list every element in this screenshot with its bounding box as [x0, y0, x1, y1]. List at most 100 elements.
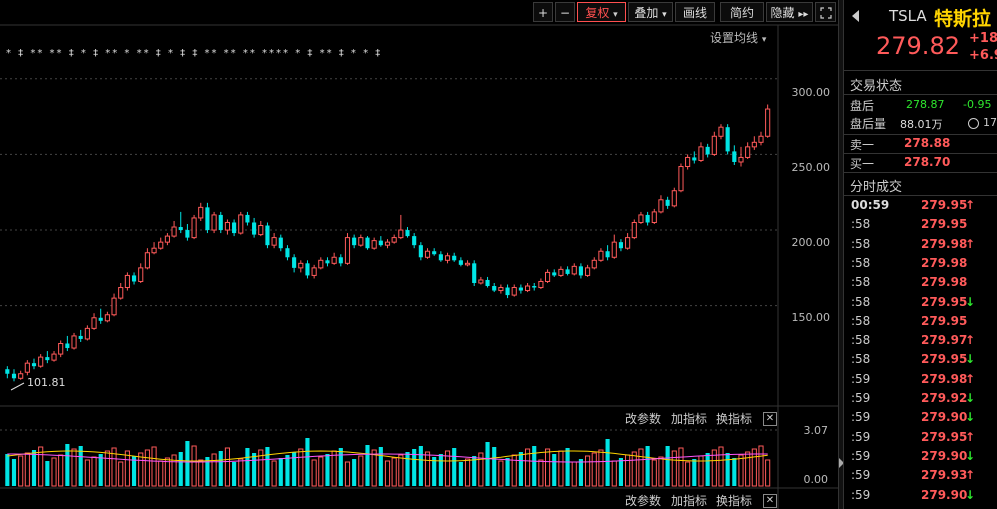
volume-bar [565, 448, 570, 486]
back-arrow-icon[interactable] [852, 10, 859, 22]
arrow-down-icon: ↓ [965, 294, 976, 309]
volume-bar [432, 457, 437, 486]
candle-body [65, 343, 70, 349]
trade-time: :59 [851, 410, 871, 425]
ask-price: 278.88 [904, 136, 951, 150]
volume-bar [344, 461, 351, 487]
zoom-out-button[interactable]: − [555, 2, 575, 22]
switch-indicator-link[interactable]: 换指标 [716, 494, 753, 508]
ma-settings-dropdown[interactable]: 设置均线 ▾ [710, 29, 766, 46]
volume-bar [651, 459, 657, 487]
change-params-link[interactable]: 改参数 [625, 494, 662, 508]
volume-bar [638, 448, 644, 487]
close-icon[interactable]: ✕ [763, 412, 777, 426]
candle-body [611, 241, 617, 258]
candle-body [424, 250, 431, 258]
fullscreen-button[interactable] [815, 2, 836, 22]
arrow-down-icon: ↓ [965, 391, 976, 405]
chevron-down-icon: ▾ [662, 10, 667, 20]
candle-body [205, 207, 210, 231]
volume-bar [38, 446, 44, 487]
candle-body [144, 252, 150, 269]
panel-splitter[interactable] [838, 0, 844, 509]
candle-body [444, 255, 451, 261]
volume-bar [605, 439, 610, 486]
change-params-link[interactable]: 改参数 [625, 412, 662, 426]
candle-body [131, 275, 137, 282]
trade-row: :58 279.98 [844, 256, 997, 275]
volume-bar [144, 449, 150, 487]
volume-bar [325, 454, 330, 486]
trades-list[interactable]: 00:59 279.95 ↑:58 279.95:58 279.98 ↑:58 279.98… [844, 198, 997, 509]
candle-body [104, 314, 110, 322]
volume-bar [665, 446, 670, 486]
volume-bar [298, 448, 304, 487]
status-title: 交易状态 [850, 79, 903, 94]
simple-mode-button[interactable]: 简约 [720, 2, 764, 22]
candle-body [5, 369, 10, 374]
candle-body [51, 353, 57, 361]
draw-line-button[interactable]: 画线 [675, 2, 715, 22]
volume-bar [678, 447, 684, 487]
trade-price: 279.95 [921, 429, 968, 444]
candle-body [485, 279, 490, 287]
volume-bar [518, 452, 523, 486]
kline-chart-area[interactable]: + − 复权 ▾ 叠加 ▾ 画线 简约 隐藏 ▸▸ 设置均线 ▾ * ‡ ** … [0, 0, 838, 509]
volume-bar [732, 458, 737, 486]
volume-bar [424, 451, 431, 487]
volume-bar [232, 462, 237, 486]
candle-body [191, 217, 197, 239]
arrow-down-icon: ↓ [965, 352, 976, 367]
candle-body [711, 135, 717, 155]
trade-row: :59 279.90 ↓ [844, 410, 997, 429]
candle-body [371, 240, 377, 249]
volume-bar [671, 450, 677, 487]
volume-bar [11, 459, 17, 486]
divider [844, 70, 997, 71]
hide-button[interactable]: 隐藏 ▸▸ [766, 2, 813, 22]
candle-body [758, 135, 764, 143]
candle-body [331, 256, 337, 264]
candle-body [111, 297, 117, 316]
volume-bar [591, 452, 597, 487]
candle-body [11, 373, 17, 379]
candle-body [478, 279, 484, 284]
volume-bar [378, 447, 383, 486]
add-indicator-link[interactable]: 加指标 [671, 494, 708, 508]
volume-bar [318, 456, 324, 487]
volume-bar [492, 447, 497, 486]
overlay-button[interactable]: 叠加 ▾ [628, 2, 673, 22]
collapse-arrow-icon[interactable] [839, 458, 844, 468]
trade-row: :59 279.90 ↓ [844, 449, 997, 468]
volume-bar [438, 454, 443, 486]
candle-body [625, 237, 631, 249]
volume-bar [338, 448, 343, 486]
candle-body [618, 242, 624, 249]
candle-body [325, 260, 330, 264]
trade-price: 279.98 [921, 371, 968, 386]
switch-indicator-link[interactable]: 换指标 [716, 412, 753, 426]
volume-bar [292, 452, 297, 486]
volume-bar [205, 457, 210, 486]
volume-bar [505, 458, 510, 486]
event-markers: * ‡ ** ** ‡ * ‡ ** * ** ‡ * ‡ ‡ ** ** **… [6, 48, 383, 59]
volume-bar [84, 459, 90, 487]
add-indicator-link[interactable]: 加指标 [671, 412, 708, 426]
volume-bar [185, 441, 190, 486]
candle-body [725, 127, 730, 152]
zoom-in-button[interactable]: + [533, 2, 553, 22]
volume-bar [384, 460, 391, 487]
adjust-button[interactable]: 复权 ▾ [577, 2, 626, 22]
close-icon[interactable]: ✕ [763, 494, 777, 508]
after-volume: 88.01万 [900, 118, 943, 131]
candle-body [211, 214, 217, 231]
candle-body [438, 254, 443, 261]
main-chart-svg[interactable] [0, 0, 838, 509]
candle-body [265, 225, 270, 246]
candle-body [598, 250, 604, 261]
ask-label: 卖一 [850, 138, 875, 152]
candle-body [71, 335, 77, 349]
arrow-up-icon: ↑ [965, 198, 976, 212]
trade-row: :58 279.97 ↑ [844, 333, 997, 352]
trade-row: :59 279.92 ↓ [844, 391, 997, 410]
